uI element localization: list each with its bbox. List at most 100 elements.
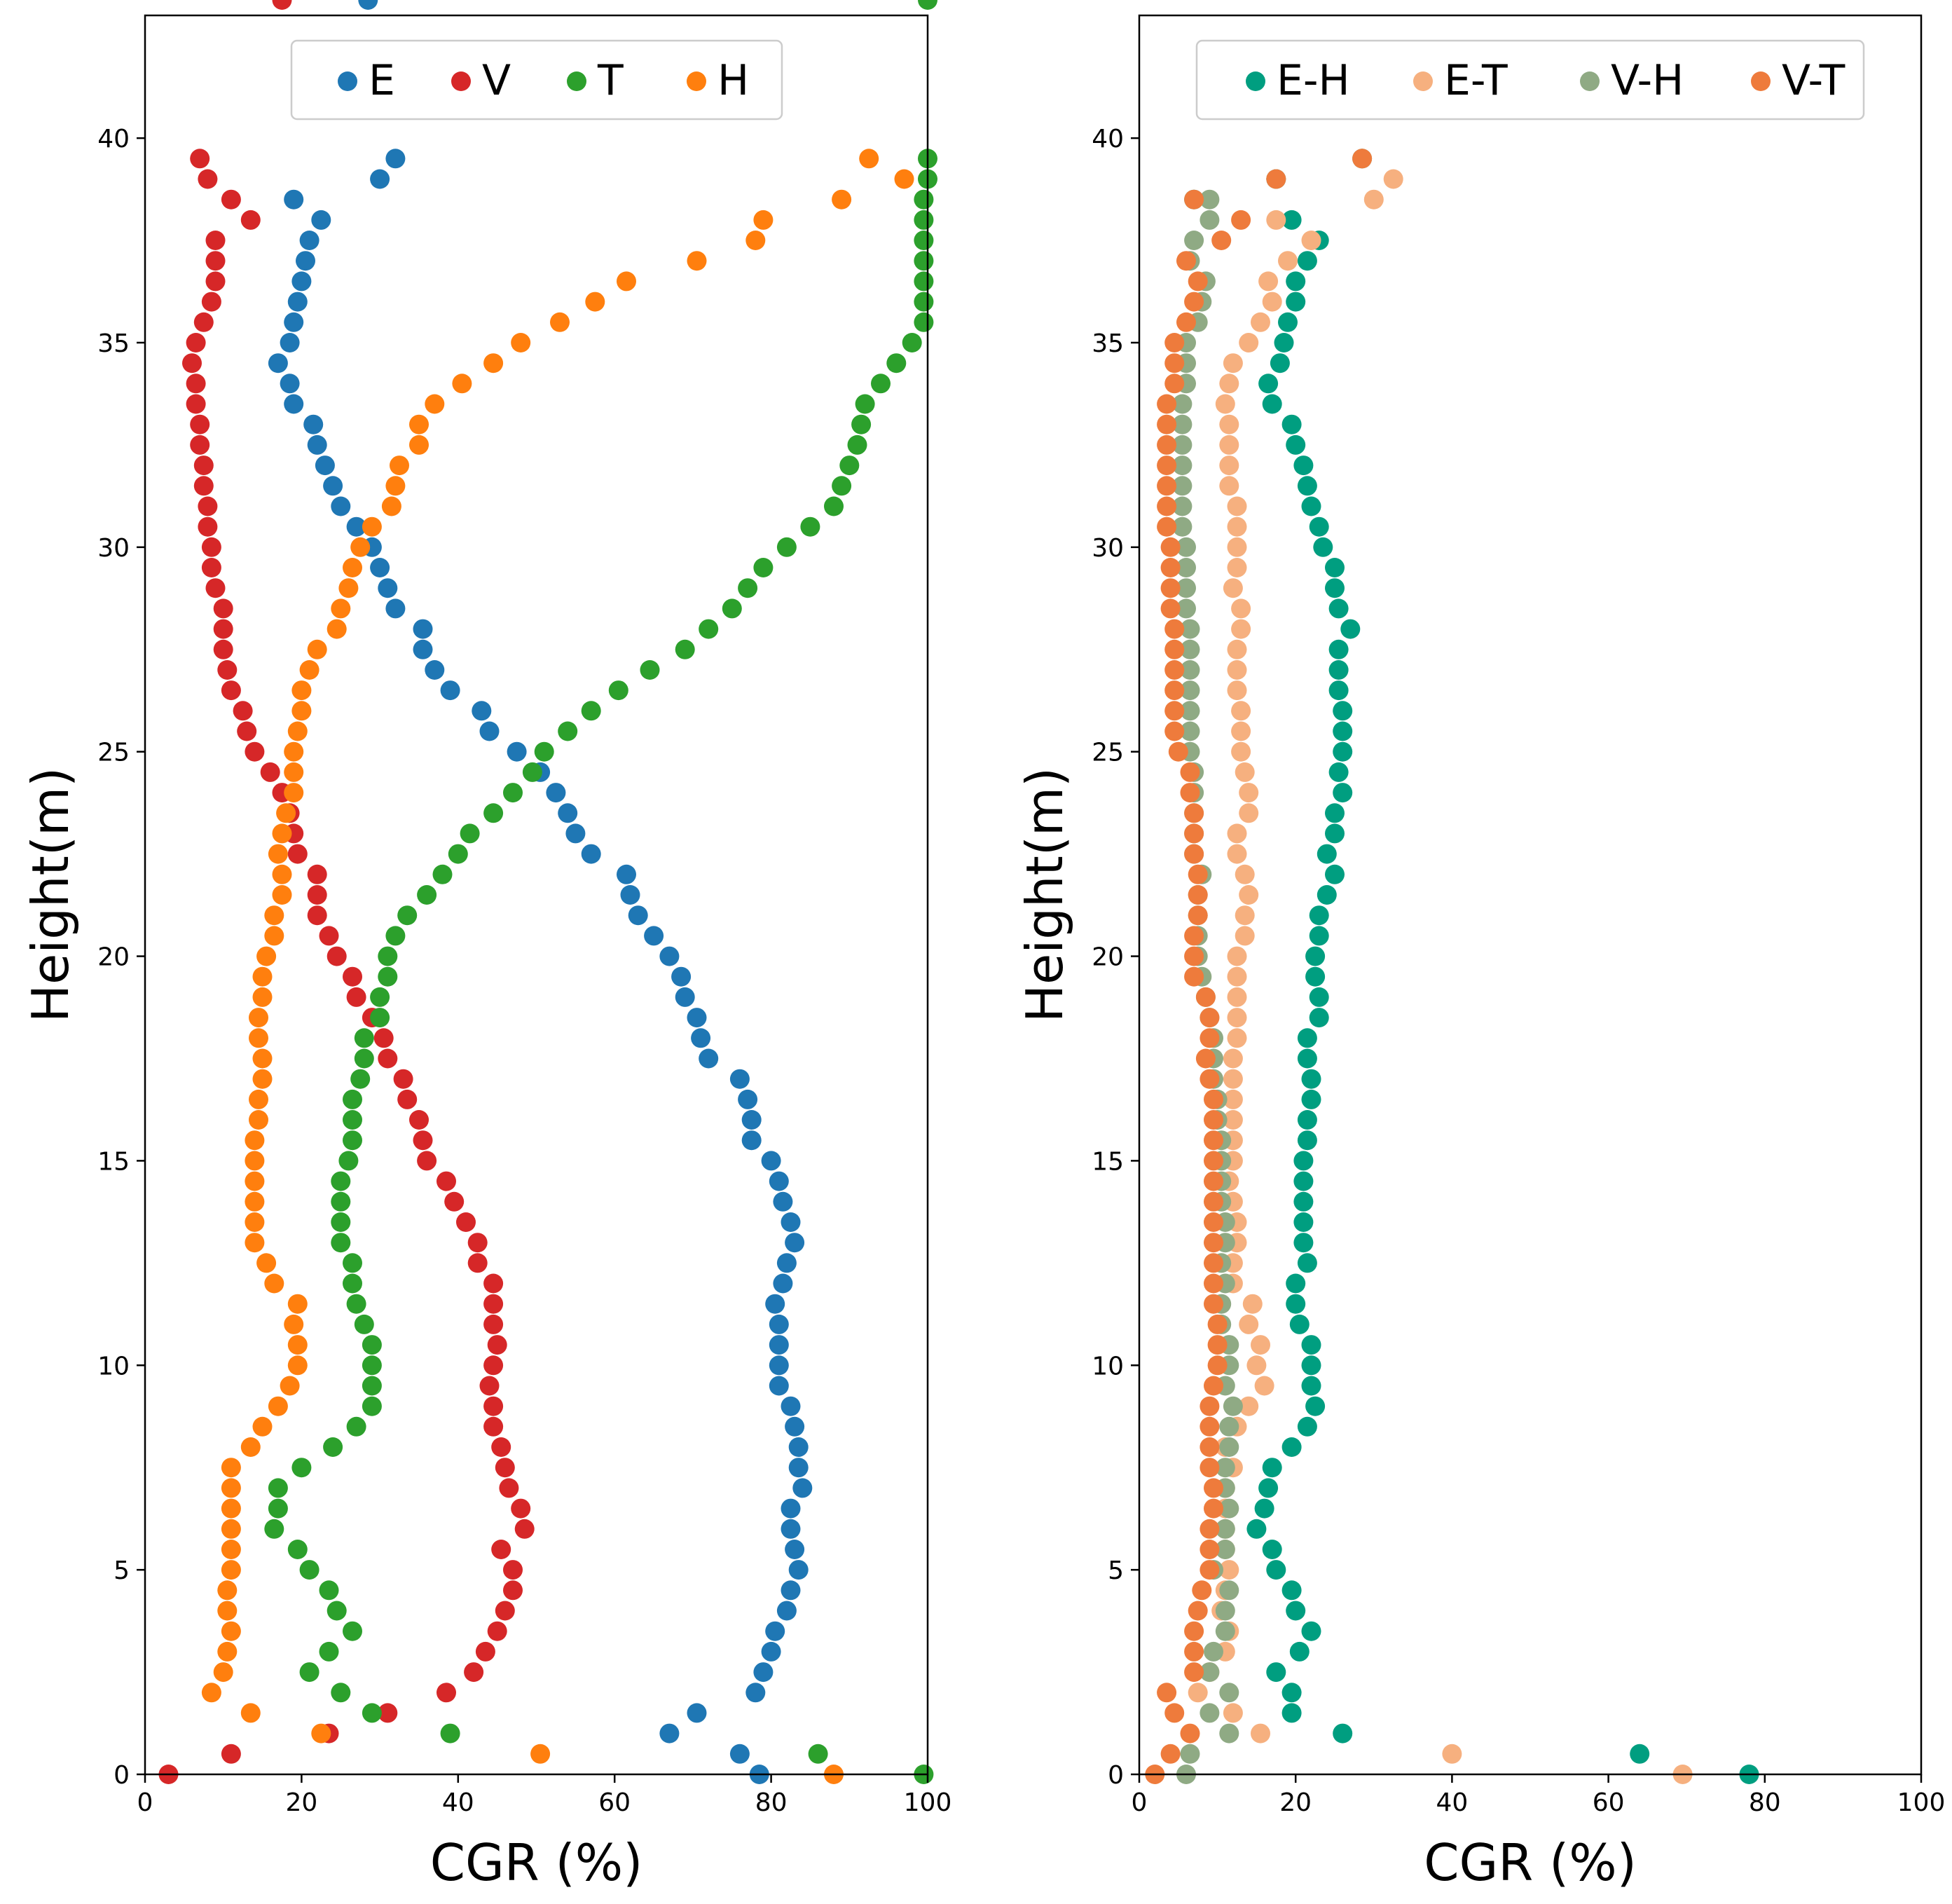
point-v-26 bbox=[467, 1233, 488, 1253]
point-t-50 bbox=[534, 741, 554, 762]
point-h-38 bbox=[252, 987, 273, 1007]
point-h-72 bbox=[585, 292, 605, 312]
point-t-9 bbox=[319, 1580, 339, 1601]
x-tick-label: 80 bbox=[1749, 1788, 1781, 1817]
point-t-64 bbox=[839, 456, 860, 476]
y-tick-label: 40 bbox=[97, 125, 130, 153]
point-v-t-40 bbox=[1184, 946, 1204, 966]
point-h-68 bbox=[452, 374, 472, 394]
point-e-78 bbox=[370, 169, 390, 189]
point-e-h-55 bbox=[1328, 639, 1349, 659]
point-e-h-62 bbox=[1301, 496, 1321, 516]
point-e-53 bbox=[440, 680, 460, 701]
point-e-h-35 bbox=[1297, 1048, 1317, 1069]
point-e-70 bbox=[280, 333, 300, 352]
series-e-t bbox=[1188, 149, 1693, 1784]
x-tick-label: 100 bbox=[904, 1788, 952, 1817]
point-t-61 bbox=[800, 516, 820, 537]
point-v-73 bbox=[205, 271, 226, 292]
point-h-71 bbox=[550, 312, 570, 332]
point-h-46 bbox=[272, 823, 292, 844]
point-e-15 bbox=[788, 1458, 809, 1478]
point-e-t-56 bbox=[1231, 619, 1251, 639]
point-v-59 bbox=[201, 558, 221, 577]
point-e-64 bbox=[315, 456, 335, 476]
point-v-t-19 bbox=[1204, 1376, 1223, 1396]
point-e-h-22 bbox=[1289, 1314, 1310, 1334]
x-tick-label: 20 bbox=[1279, 1788, 1312, 1817]
point-e-t-54 bbox=[1227, 660, 1247, 680]
point-e-h-42 bbox=[1309, 905, 1329, 926]
point-v-41 bbox=[319, 926, 339, 946]
point-e-t-4 bbox=[1188, 1683, 1208, 1703]
point-v-t-48 bbox=[1180, 783, 1200, 803]
point-v-h-65 bbox=[1172, 434, 1192, 455]
point-v-t-13 bbox=[1204, 1498, 1223, 1519]
point-t-58 bbox=[738, 578, 758, 598]
point-v-h-76 bbox=[1200, 210, 1220, 230]
point-v-t-65 bbox=[1157, 434, 1177, 455]
legend-label-t: T bbox=[597, 56, 624, 105]
point-v-t-34 bbox=[1200, 1069, 1220, 1089]
point-v-43 bbox=[307, 885, 327, 905]
point-e-h-1 bbox=[1630, 1744, 1650, 1764]
point-v-h-58 bbox=[1176, 578, 1196, 598]
point-e-t-78 bbox=[1383, 169, 1403, 189]
point-h-10 bbox=[221, 1560, 241, 1580]
point-e-h-19 bbox=[1301, 1376, 1321, 1396]
point-t-71 bbox=[914, 312, 934, 332]
point-e-h-27 bbox=[1293, 1212, 1314, 1232]
point-v-6 bbox=[475, 1641, 495, 1662]
legend-marker-e-h bbox=[1246, 71, 1265, 91]
point-v-t-31 bbox=[1204, 1130, 1223, 1151]
point-h-50 bbox=[284, 741, 304, 762]
point-v-t-68 bbox=[1164, 374, 1185, 394]
point-v-t-55 bbox=[1164, 639, 1185, 659]
point-e-51 bbox=[479, 721, 500, 741]
point-h-74 bbox=[687, 251, 707, 271]
point-h-75 bbox=[745, 231, 766, 250]
point-h-9 bbox=[217, 1580, 238, 1601]
point-t-8 bbox=[327, 1601, 347, 1621]
point-v-h-54 bbox=[1180, 660, 1200, 680]
point-e-h-74 bbox=[1297, 251, 1317, 271]
point-v-t-11 bbox=[1200, 1540, 1220, 1559]
legend-label-e-t: E-T bbox=[1444, 56, 1508, 105]
point-v-t-27 bbox=[1204, 1212, 1223, 1232]
point-e-h-5 bbox=[1266, 1662, 1286, 1683]
point-v-t-58 bbox=[1160, 578, 1181, 598]
point-e-h-31 bbox=[1297, 1130, 1317, 1151]
point-v-55 bbox=[213, 639, 233, 659]
point-t-41 bbox=[385, 926, 406, 946]
point-e-t-38 bbox=[1227, 987, 1247, 1007]
point-h-59 bbox=[343, 558, 362, 577]
point-h-76 bbox=[753, 210, 774, 230]
point-h-19 bbox=[280, 1376, 300, 1396]
point-e-65 bbox=[307, 434, 327, 455]
point-t-14 bbox=[268, 1478, 288, 1498]
point-t-38 bbox=[370, 987, 390, 1007]
point-v-24 bbox=[483, 1273, 504, 1294]
point-e-t-76 bbox=[1266, 210, 1286, 230]
point-v-h-63 bbox=[1172, 476, 1192, 496]
point-h-60 bbox=[350, 537, 371, 557]
point-t-10 bbox=[299, 1560, 319, 1580]
point-e-t-69 bbox=[1223, 353, 1243, 374]
y-tick-label: 30 bbox=[97, 534, 130, 563]
y-tick-label: 35 bbox=[1092, 329, 1124, 358]
point-e-3 bbox=[687, 1703, 707, 1723]
point-v-80 bbox=[272, 0, 292, 10]
x-axis-label: CGR (%) bbox=[430, 1833, 643, 1892]
point-e-h-14 bbox=[1258, 1478, 1279, 1498]
point-e-t-35 bbox=[1223, 1048, 1243, 1069]
point-t-35 bbox=[354, 1048, 374, 1069]
point-t-7 bbox=[343, 1621, 362, 1641]
point-t-67 bbox=[855, 394, 875, 414]
point-h-77 bbox=[832, 189, 852, 210]
point-e-h-52 bbox=[1333, 701, 1353, 721]
point-e-t-74 bbox=[1278, 251, 1298, 271]
point-e-80 bbox=[358, 0, 378, 10]
legend-label-e-h: E-H bbox=[1277, 56, 1350, 105]
point-e-t-59 bbox=[1227, 558, 1247, 577]
